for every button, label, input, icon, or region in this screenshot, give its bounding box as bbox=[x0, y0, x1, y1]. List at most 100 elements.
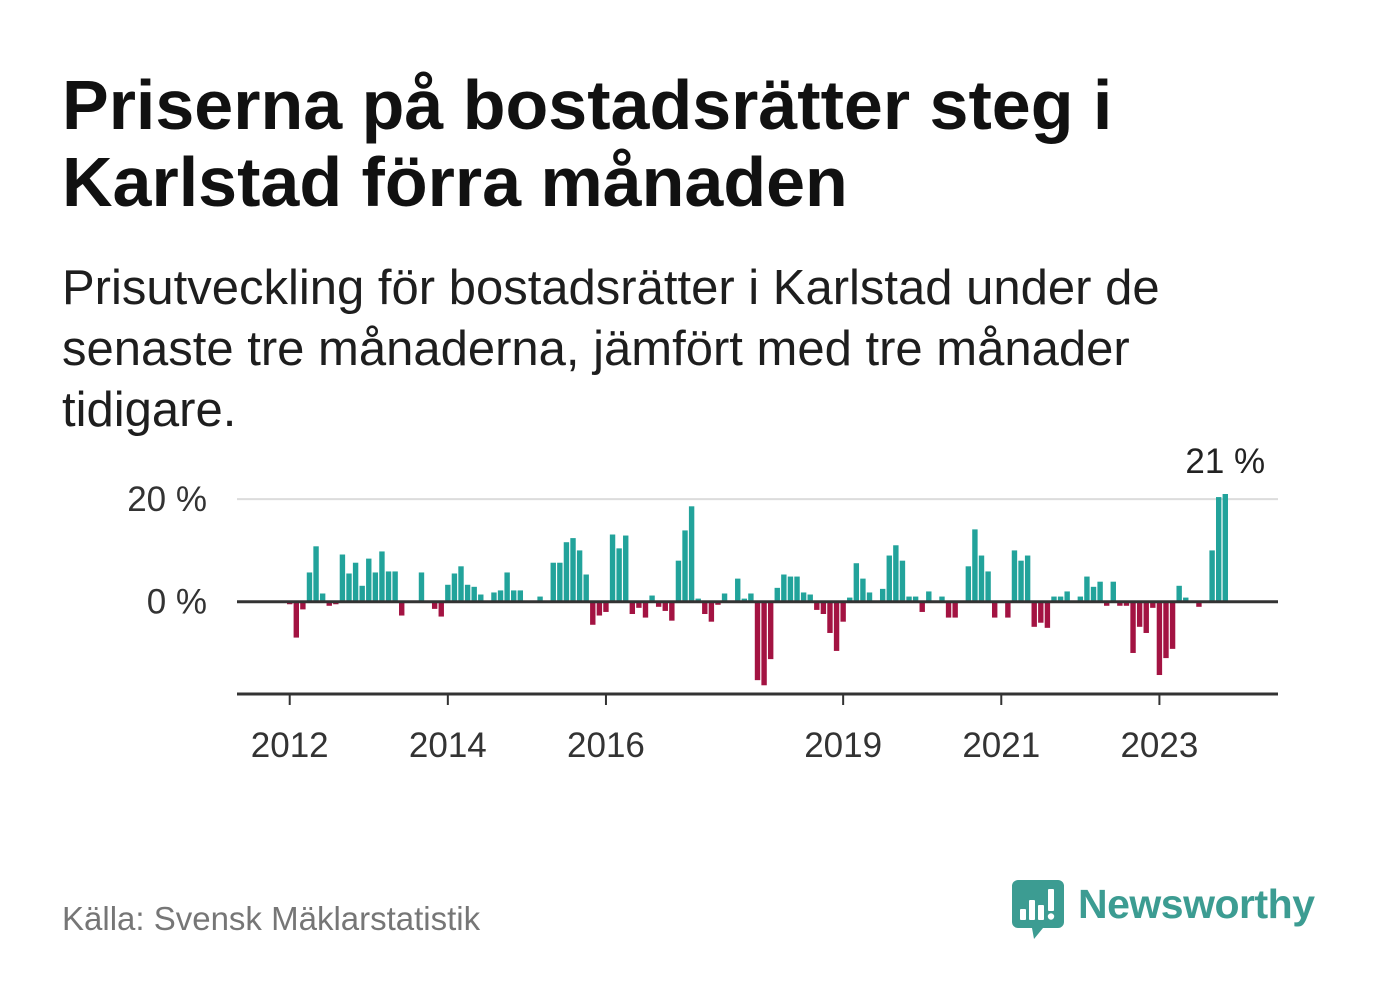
bar bbox=[748, 593, 754, 602]
bar bbox=[847, 597, 853, 602]
bar bbox=[1143, 601, 1149, 633]
bar bbox=[708, 601, 715, 622]
bar bbox=[1156, 601, 1163, 676]
bar bbox=[458, 566, 464, 602]
bar bbox=[1044, 601, 1051, 628]
bar bbox=[939, 596, 945, 602]
x-tick-label: 2021 bbox=[962, 726, 1040, 765]
bar bbox=[629, 601, 636, 614]
bar bbox=[642, 601, 649, 618]
bar bbox=[715, 601, 721, 605]
bar bbox=[1011, 550, 1018, 602]
bar bbox=[899, 560, 906, 602]
bar bbox=[781, 574, 787, 602]
x-tick-label: 2014 bbox=[409, 726, 487, 765]
bar bbox=[537, 596, 543, 602]
bar bbox=[550, 562, 556, 602]
bar bbox=[471, 586, 477, 602]
bar bbox=[1110, 581, 1116, 602]
bar bbox=[1090, 586, 1097, 602]
bar bbox=[1216, 497, 1222, 602]
bar bbox=[576, 550, 583, 602]
bar bbox=[886, 555, 892, 602]
bar bbox=[1104, 601, 1110, 606]
bar bbox=[662, 601, 668, 611]
data-label: 21 % bbox=[1185, 442, 1265, 481]
x-tick-label: 2012 bbox=[251, 726, 329, 765]
bar bbox=[445, 584, 451, 602]
bar bbox=[1163, 601, 1169, 659]
bar-chart-speech-bubble-icon bbox=[1012, 880, 1064, 939]
x-tick-label: 2016 bbox=[567, 726, 645, 765]
chart-subtitle: Prisutveckling för bostadsrätter i Karls… bbox=[62, 261, 1160, 437]
bar bbox=[306, 572, 313, 602]
bar bbox=[491, 592, 497, 602]
bar bbox=[570, 538, 576, 602]
bar bbox=[978, 555, 985, 602]
logo-icon-dot bbox=[1047, 913, 1055, 920]
bar bbox=[1077, 596, 1084, 602]
source-note: Källa: Svensk Mäklarstatistik bbox=[62, 900, 481, 937]
bar bbox=[688, 506, 695, 602]
bar bbox=[965, 566, 972, 602]
bar bbox=[1024, 555, 1031, 602]
bar bbox=[1150, 601, 1156, 608]
bar bbox=[1123, 601, 1130, 606]
bar bbox=[800, 592, 807, 602]
bar bbox=[1117, 601, 1123, 606]
bar bbox=[906, 596, 912, 602]
logo-icon-bar bbox=[1038, 905, 1044, 920]
bar bbox=[1196, 601, 1202, 607]
x-tick-label: 2019 bbox=[804, 726, 882, 765]
bar bbox=[497, 590, 504, 602]
bar bbox=[820, 601, 827, 614]
bar bbox=[418, 572, 425, 602]
bar bbox=[1097, 581, 1103, 602]
bar bbox=[893, 545, 899, 602]
bar bbox=[636, 601, 642, 608]
bar bbox=[1031, 601, 1037, 627]
bar bbox=[774, 587, 780, 602]
bar-chart: 20 % 0 % 2012 2014 2016 2019 2021 2023 21 % bbox=[127, 442, 1278, 765]
bar bbox=[339, 554, 346, 602]
bar bbox=[807, 594, 813, 602]
bar bbox=[583, 574, 589, 602]
bar bbox=[385, 571, 392, 602]
bar bbox=[912, 596, 919, 602]
logo-icon-bar bbox=[1048, 889, 1054, 911]
bar bbox=[860, 578, 866, 602]
bar bbox=[372, 572, 379, 602]
bar bbox=[293, 601, 299, 638]
bar bbox=[300, 601, 306, 610]
bar bbox=[431, 601, 438, 609]
bar bbox=[833, 601, 840, 651]
bar bbox=[392, 571, 398, 602]
bar bbox=[504, 572, 510, 602]
bar bbox=[326, 601, 332, 606]
bar bbox=[623, 535, 629, 602]
bar bbox=[721, 593, 728, 602]
bar bbox=[814, 601, 820, 610]
logo-wordmark: Newsworthy bbox=[1078, 881, 1315, 927]
bar bbox=[346, 573, 352, 602]
bar bbox=[596, 601, 603, 616]
bar bbox=[669, 601, 675, 621]
bar bbox=[1018, 560, 1024, 602]
bar bbox=[767, 601, 774, 660]
bar bbox=[438, 601, 444, 617]
bar bbox=[557, 562, 563, 602]
bar bbox=[655, 601, 662, 607]
bar bbox=[517, 590, 524, 602]
bar bbox=[590, 601, 596, 625]
bar bbox=[952, 601, 958, 618]
bar bbox=[1169, 601, 1176, 649]
bar bbox=[761, 601, 767, 686]
bar bbox=[1183, 597, 1189, 602]
bar bbox=[991, 601, 998, 618]
bar bbox=[972, 529, 978, 602]
bar bbox=[787, 576, 794, 602]
bar bbox=[609, 534, 616, 602]
bar bbox=[352, 562, 359, 602]
bar bbox=[1130, 601, 1136, 653]
logo-icon-bar bbox=[1020, 909, 1026, 920]
